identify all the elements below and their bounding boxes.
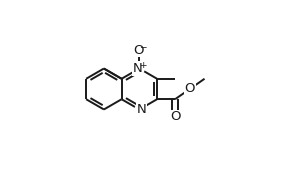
Circle shape	[171, 112, 179, 120]
Text: N: N	[137, 103, 147, 116]
Text: N: N	[133, 62, 143, 75]
Circle shape	[186, 85, 194, 93]
Circle shape	[134, 64, 144, 74]
Circle shape	[135, 105, 144, 114]
Text: −: −	[139, 42, 146, 51]
Text: O: O	[133, 44, 144, 57]
Text: O: O	[185, 82, 195, 95]
Circle shape	[134, 45, 144, 55]
Text: +: +	[139, 61, 146, 70]
Text: O: O	[170, 110, 180, 123]
